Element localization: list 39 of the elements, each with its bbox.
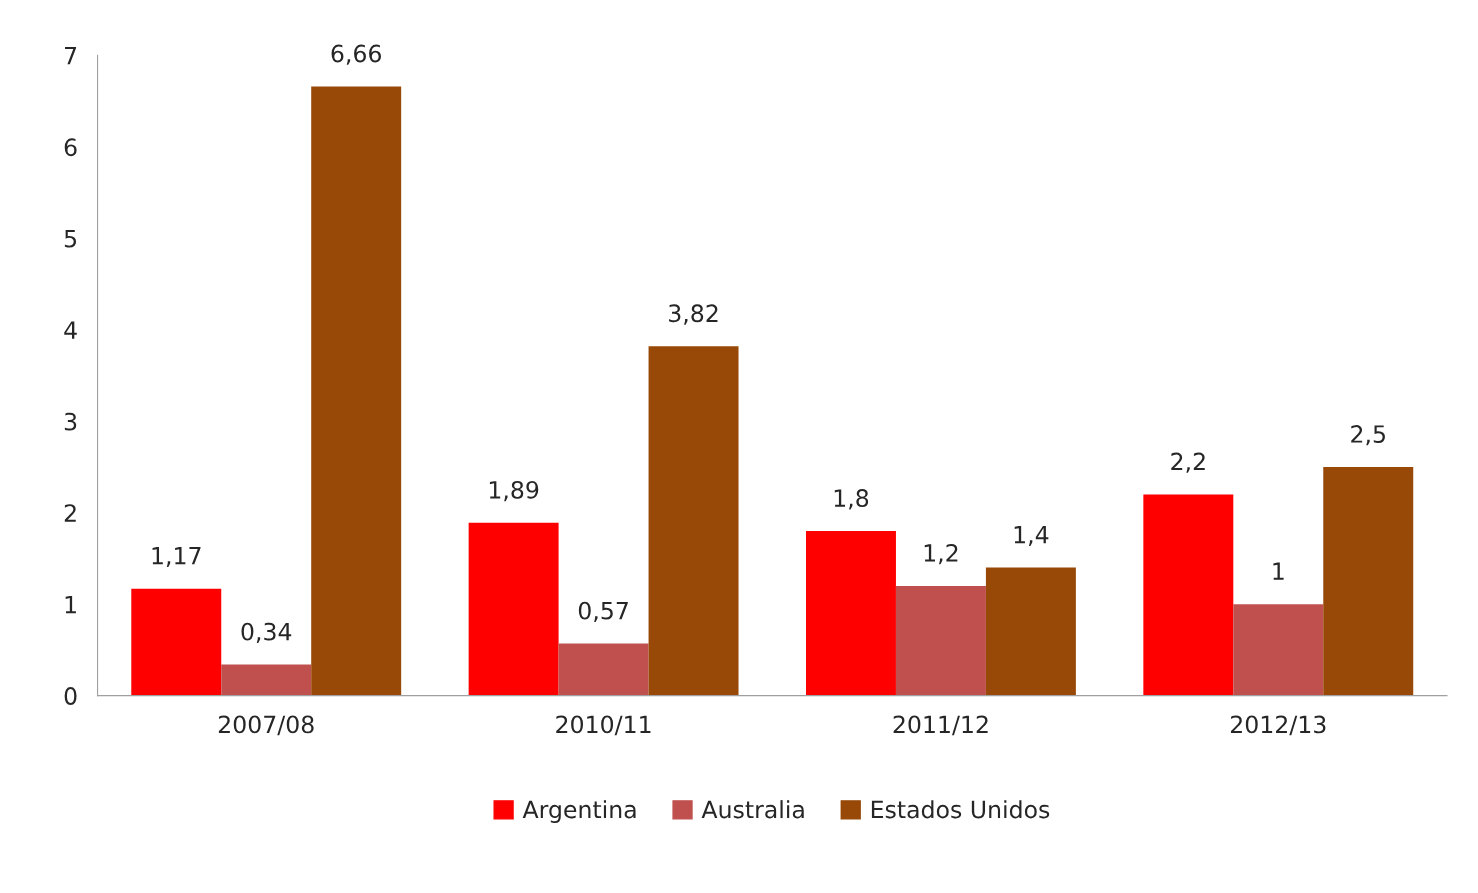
data-label: 6,66 (331, 44, 381, 65)
y-tick-label: 2 (64, 504, 76, 522)
x-tick-label: 2012/13 (1230, 715, 1326, 736)
bar (468, 522, 559, 696)
bar (805, 531, 896, 696)
bar (1143, 494, 1234, 696)
legend-label: Estados Unidos (871, 800, 1050, 819)
data-label: 1,8 (834, 489, 869, 510)
y-tick-label: 1 (65, 595, 76, 614)
data-label: 0,34 (241, 622, 292, 643)
legend-label: Australia (701, 800, 804, 819)
y-tick-label: 5 (64, 230, 77, 248)
data-label: 2,5 (1351, 425, 1385, 446)
bar (985, 567, 1076, 696)
legend-label: Argentina (522, 800, 636, 823)
bar (221, 664, 312, 696)
bar (311, 86, 402, 696)
x-tick-label: 2011/12 (893, 715, 988, 736)
x-tick-label: 2010/11 (556, 715, 651, 736)
y-tick-label: 4 (64, 321, 77, 339)
bar (131, 588, 222, 696)
data-label: 1,17 (152, 547, 201, 568)
data-label: 1,2 (924, 544, 958, 565)
y-tick-label: 0 (64, 687, 77, 705)
bar (1323, 466, 1414, 696)
bar (648, 346, 739, 696)
y-tick-label: 7 (65, 47, 77, 65)
bar (895, 585, 986, 696)
data-label: 2,2 (1171, 452, 1205, 473)
x-tick-label: 2007/08 (218, 715, 314, 736)
bar (1233, 604, 1324, 696)
data-label: 1 (1273, 562, 1284, 580)
data-label: 3,82 (669, 304, 718, 325)
bar (558, 643, 649, 696)
y-tick-label: 3 (64, 412, 77, 431)
data-label: 1,89 (489, 480, 539, 502)
y-tick-label: 6 (64, 138, 77, 157)
data-label: 1,4 (1014, 526, 1049, 546)
data-label: 0,57 (578, 601, 628, 622)
